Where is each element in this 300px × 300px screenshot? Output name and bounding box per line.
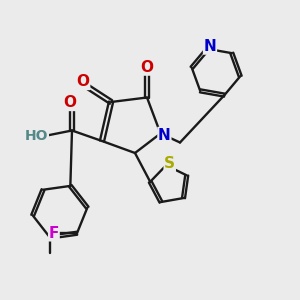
Text: O: O [76, 74, 90, 89]
Text: O: O [140, 60, 154, 75]
Text: N: N [204, 39, 216, 54]
Text: O: O [63, 95, 76, 110]
Text: S: S [164, 156, 175, 171]
Text: F: F [49, 226, 59, 241]
Text: N: N [158, 128, 171, 142]
Text: HO: HO [25, 129, 48, 143]
